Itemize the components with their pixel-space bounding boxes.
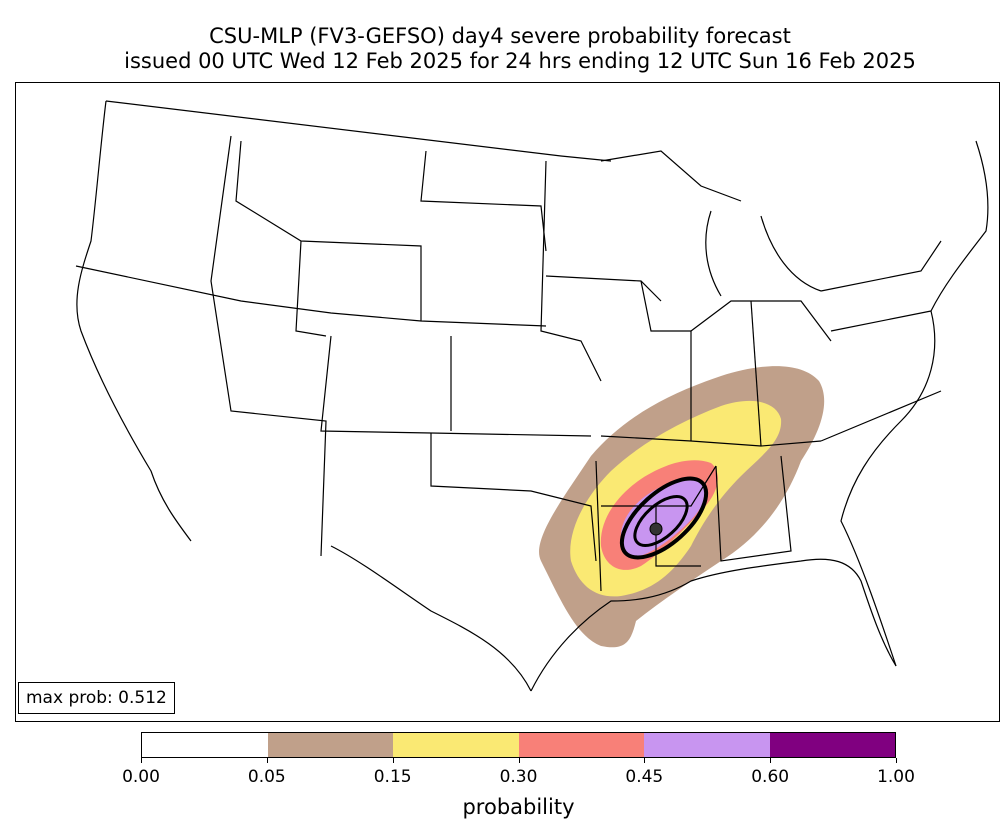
state-borders (75, 100, 989, 692)
colorbar-segment (518, 733, 644, 757)
colorbar-ticks: 0.00 0.05 0.15 0.30 0.45 0.60 1.00 (0, 758, 1000, 788)
colorbar-segment (644, 733, 770, 757)
colorbar-tick (266, 758, 268, 763)
max-prob-box: max prob: 0.512 (18, 682, 175, 714)
colorbar-tick-label: 0.00 (122, 767, 160, 787)
colorbar-tick-label: 0.05 (247, 767, 286, 787)
colorbar-tick-label: 0.60 (751, 767, 790, 787)
map-title: CSU-MLP (FV3-GEFSO) day4 severe probabil… (209, 24, 791, 48)
colorbar-tick (518, 758, 520, 763)
colorbar-tick-label: 0.30 (499, 767, 538, 787)
map-subtitle: issued 00 UTC Wed 12 Feb 2025 for 24 hrs… (124, 49, 916, 73)
colorbar-segment (393, 733, 519, 757)
colorbar-tick-label: 0.45 (625, 767, 664, 787)
colorbar-tick (896, 758, 897, 763)
colorbar-segment (142, 733, 268, 757)
colorbar-segment (769, 733, 895, 757)
colorbar-tick (392, 758, 394, 763)
colorbar-tick-label: 0.15 (373, 767, 412, 787)
colorbar-tick (770, 758, 772, 763)
max-prob-marker (649, 522, 663, 536)
map-panel (15, 82, 1000, 722)
colorbar-tick-label: 1.00 (877, 767, 915, 787)
prob-contour-outer (619, 476, 709, 560)
prob-contour-inner (633, 495, 689, 547)
colorbar-tick (141, 758, 142, 763)
probability-colorbar (141, 732, 896, 758)
us-map (75, 100, 989, 692)
colorbar-tick (644, 758, 646, 763)
colorbar-label: probability (462, 795, 575, 819)
colorbar-segment (267, 733, 393, 757)
